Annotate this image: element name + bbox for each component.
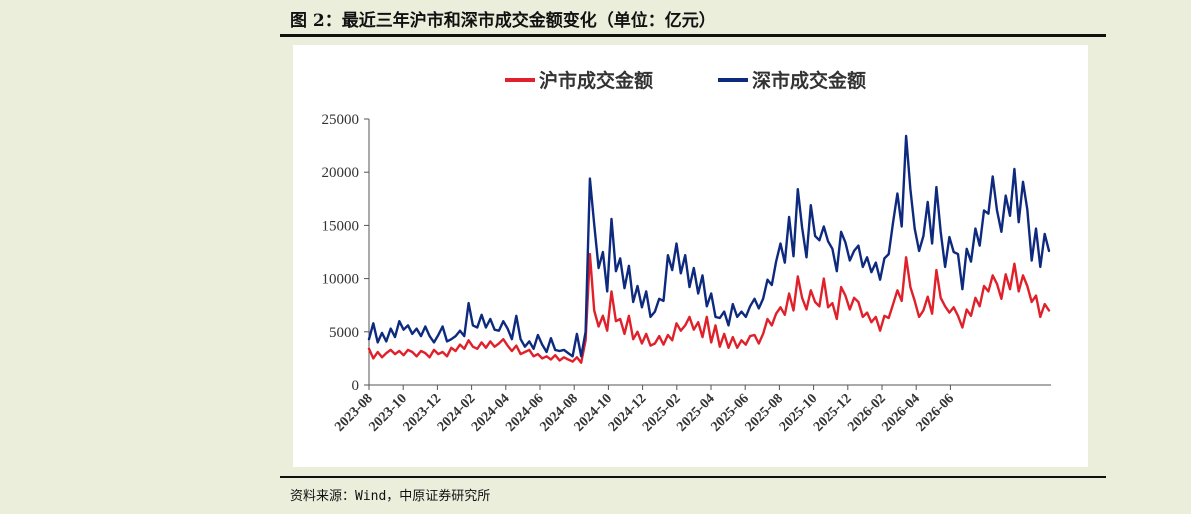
y-axis: 0 5000 10000 15000 20000 25000 [322,112,370,394]
top-rule [280,34,1106,37]
legend-label-sh: 沪市成交金额 [539,69,653,92]
y-tick-label: 20000 [322,165,360,181]
x-tick-label: 2026-06 [914,391,958,435]
series-line-sh [367,252,1051,364]
chart-panel: 沪市成交金额 深市成交金额 0 5000 10000 15000 20000 25000 … [293,45,1088,467]
series-lines [367,134,1051,364]
y-tick-label: 10000 [322,272,360,288]
x-axis: 2023-082023-102023-122024-022024-042024-… [332,384,1051,435]
figure-title: 图 2：最近三年沪市和深市成交金额变化（单位：亿元） [290,11,716,31]
y-tick-label: 0 [352,378,360,394]
y-tick-label: 15000 [322,218,360,234]
series-line-sz [367,134,1051,358]
legend-label-sz: 深市成交金额 [752,69,866,92]
chart-legend: 沪市成交金额 深市成交金额 [505,69,866,92]
y-tick-label: 5000 [329,325,359,341]
y-tick-label: 25000 [322,112,360,128]
source-note: 资料来源：Wind，中原证券研究所 [290,489,491,504]
line-chart: 沪市成交金额 深市成交金额 0500010000150002000025000 … [322,69,1051,435]
bottom-rule [280,476,1106,478]
